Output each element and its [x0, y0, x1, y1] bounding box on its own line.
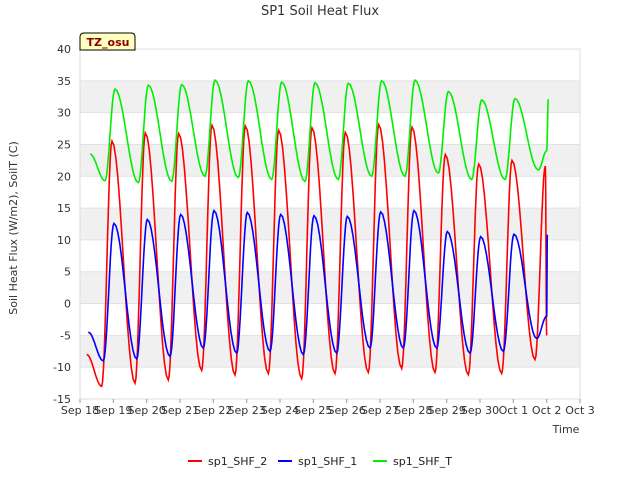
y-tick-label: 35	[57, 75, 71, 88]
y-tick-label: -5	[60, 329, 71, 342]
x-tick-label: Sep 30	[461, 404, 499, 417]
y-axis-label: Soil Heat Flux (W/m2), SoilT (C)	[7, 141, 20, 314]
y-tick-label: 5	[64, 266, 71, 279]
x-tick-label: Oct 1	[499, 404, 529, 417]
grid-bands	[80, 80, 580, 368]
y-tick-label: 40	[57, 43, 71, 56]
x-tick-label: Sep 24	[261, 404, 299, 417]
legend: sp1_SHF_2 sp1_SHF_1 sp1_SHF_T	[188, 455, 452, 468]
y-tick-label: 30	[57, 107, 71, 120]
x-tick-label: Sep 26	[328, 404, 366, 417]
x-tick-label: Oct 3	[565, 404, 595, 417]
series-layer	[86, 78, 550, 388]
site-label: TZ_osu	[87, 36, 130, 49]
x-tick-label: Sep 22	[194, 404, 232, 417]
y-tick-label: -10	[53, 361, 71, 374]
x-tick-label: Sep 29	[428, 404, 466, 417]
plot-frame	[79, 48, 581, 400]
series-line-sp1_SHF_1	[88, 208, 549, 362]
chart-title: SP1 Soil Heat Flux	[261, 4, 379, 19]
y-tick-label: 20	[57, 170, 71, 183]
x-tick-label: Sep 27	[361, 404, 399, 417]
x-tick-label: Oct 2	[532, 404, 562, 417]
series-line-sp1_SHF_T	[89, 78, 550, 184]
grid-band	[80, 271, 580, 304]
y-axis-ticks: -15 -10 -5 0 5 10 15 20 25 30 35 40	[53, 43, 71, 406]
x-tick-label: Sep 21	[161, 404, 199, 417]
site-label-box: TZ_osu	[79, 32, 136, 51]
x-axis-label: Time	[552, 423, 580, 436]
x-tick-label: Sep 23	[228, 404, 266, 417]
grid-band	[80, 80, 580, 113]
series-line-sp1_SHF_2	[86, 122, 548, 388]
legend-label: sp1_SHF_T	[393, 455, 452, 468]
x-tick-label: Sep 18	[61, 404, 99, 417]
legend-label: sp1_SHF_2	[208, 455, 267, 468]
y-tick-label: 25	[57, 138, 71, 151]
x-tick-label: Sep 20	[128, 404, 166, 417]
x-tick-label: Sep 25	[294, 404, 332, 417]
grid-band	[80, 208, 580, 240]
x-tick-label: Sep 19	[94, 404, 132, 417]
site-label-background	[79, 32, 136, 51]
y-tick-label: 0	[64, 298, 71, 311]
legend-label: sp1_SHF_1	[298, 455, 357, 468]
y-tick-label: -15	[53, 393, 71, 406]
y-tick-label: 15	[57, 202, 71, 215]
x-tick-label: Sep 28	[394, 404, 432, 417]
y-tick-label: 10	[57, 234, 71, 247]
